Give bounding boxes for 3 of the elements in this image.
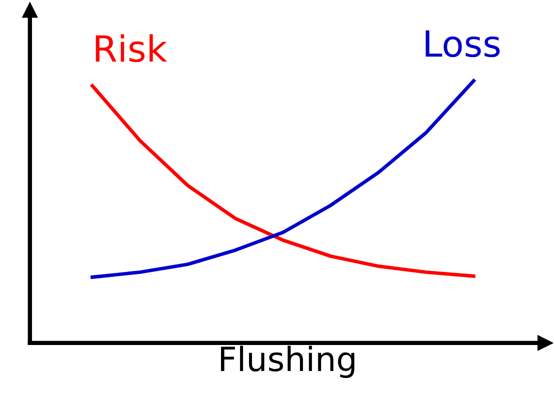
series-label: Loss [426, 30, 500, 58]
x-axis-title: Flushing [221, 346, 354, 378]
series-label: Risk [96, 34, 168, 62]
